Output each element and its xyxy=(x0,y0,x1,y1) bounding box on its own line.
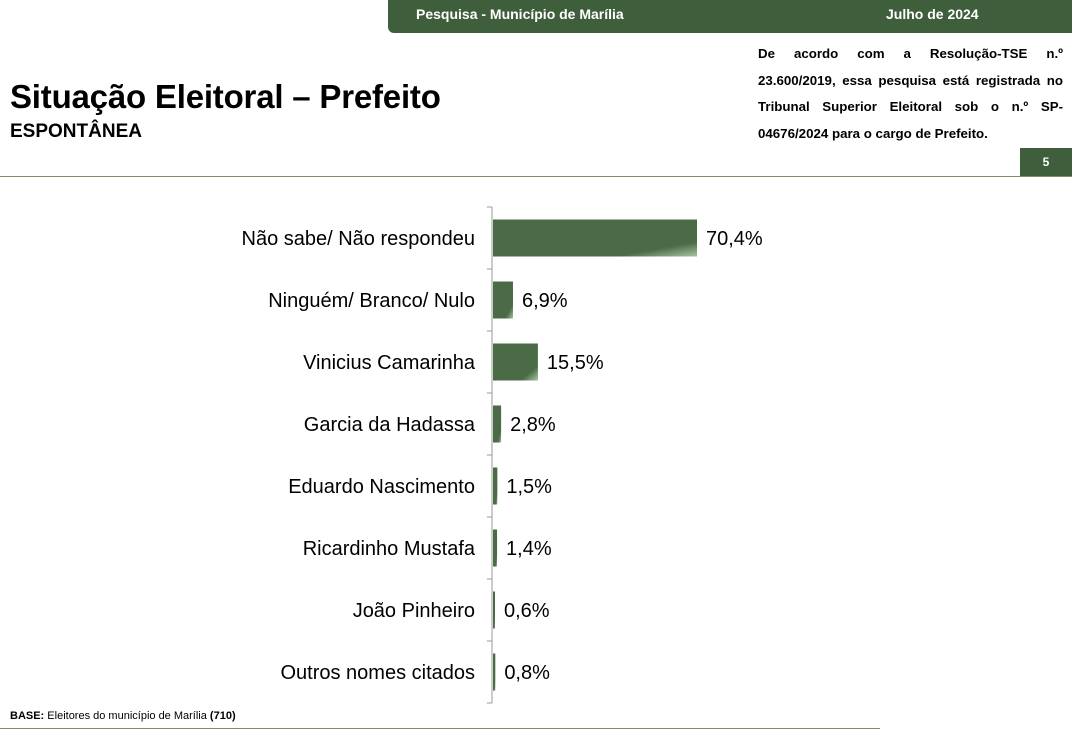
value-label: 0,6% xyxy=(504,600,550,622)
bar xyxy=(493,653,496,691)
category-label: Eduardo Nascimento xyxy=(288,476,475,498)
page-subtitle: ESPONTÂNEA xyxy=(10,121,142,142)
bar xyxy=(493,219,697,257)
survey-label: Pesquisa - Município de Marília xyxy=(416,6,624,22)
bar xyxy=(493,405,502,443)
base-text: Eleitores do município de Marília xyxy=(44,710,210,722)
divider-bottom xyxy=(0,728,880,729)
bar xyxy=(493,591,495,629)
divider-top xyxy=(0,176,1072,177)
value-label: 6,9% xyxy=(522,290,568,312)
category-label: Garcia da Hadassa xyxy=(304,414,476,436)
value-label: 15,5% xyxy=(547,352,604,374)
category-label: Ninguém/ Branco/ Nulo xyxy=(268,290,475,312)
bar xyxy=(493,343,538,381)
bar xyxy=(493,529,498,567)
value-label: 1,4% xyxy=(506,538,552,560)
category-label: João Pinheiro xyxy=(353,600,475,622)
base-note: BASE: Eleitores do município de Marília … xyxy=(10,710,236,722)
page-title: Situação Eleitoral – Prefeito xyxy=(10,78,441,115)
page-number: 5 xyxy=(1020,148,1072,177)
value-label: 1,5% xyxy=(506,476,552,498)
value-label: 0,8% xyxy=(504,662,550,684)
header-bar: Pesquisa - Município de Marília Julho de… xyxy=(388,0,1072,33)
category-label: Ricardinho Mustafa xyxy=(303,538,476,560)
date-label: Julho de 2024 xyxy=(886,6,979,22)
bar xyxy=(493,467,498,505)
category-label: Vinicius Camarinha xyxy=(303,352,476,374)
value-label: 2,8% xyxy=(510,414,556,436)
legal-note: De acordo com a Resolução-TSE n.º 23.600… xyxy=(758,46,1063,141)
bar xyxy=(493,281,513,319)
bar-chart: Não sabe/ Não respondeu Ninguém/ Branco/ … xyxy=(242,206,763,704)
value-label: 70,4% xyxy=(706,228,763,250)
category-label: Não sabe/ Não respondeu xyxy=(242,228,476,250)
base-count: (710) xyxy=(209,710,236,722)
category-label: Outros nomes citados xyxy=(280,662,475,684)
base-label: BASE: xyxy=(10,710,45,722)
